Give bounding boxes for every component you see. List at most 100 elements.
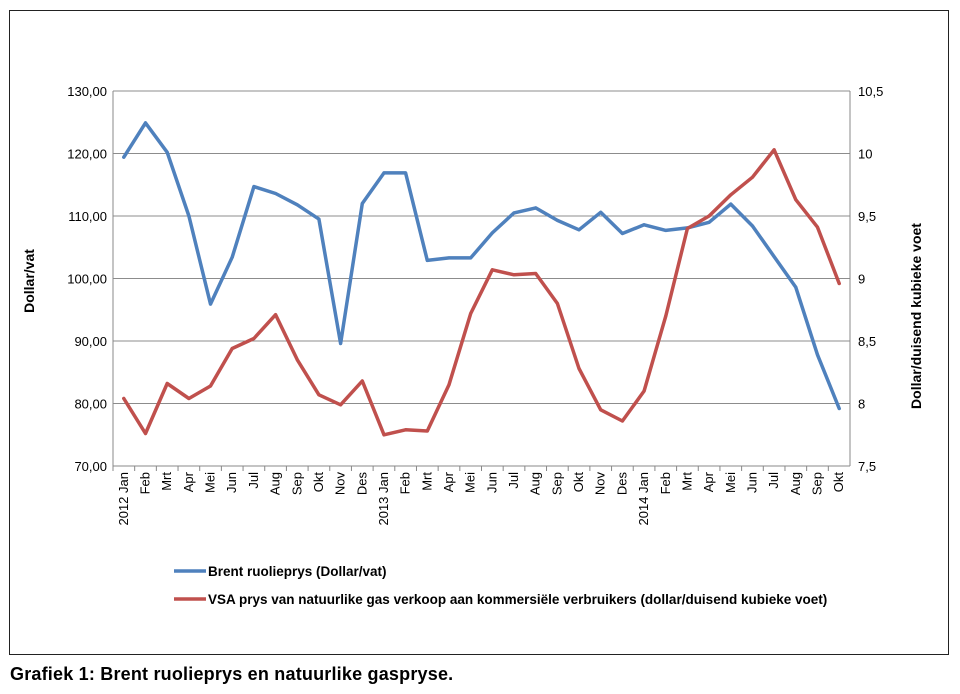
data-point: [664, 314, 668, 318]
data-point: [750, 224, 754, 228]
x-tick-label: Sep: [809, 472, 824, 495]
data-point: [144, 432, 148, 435]
y2-axis-label: Dollar/duisend kubieke voet: [908, 223, 924, 409]
data-point: [664, 228, 668, 232]
data-point: [577, 228, 581, 232]
data-point: [642, 389, 646, 393]
y-tick-label: 90,00: [74, 334, 107, 349]
data-point: [209, 384, 213, 388]
x-tick-label: Apr: [181, 471, 196, 492]
x-tick-label: Jul: [246, 472, 261, 489]
data-point: [382, 171, 386, 175]
legend-label: VSA prys van natuurlike gas verkoop aan …: [208, 592, 827, 607]
y-axis-label: Dollar/vat: [21, 249, 37, 313]
y-tick-label: 80,00: [74, 397, 107, 412]
data-point: [772, 148, 776, 152]
data-point: [837, 407, 841, 410]
x-tick-label: Mei: [203, 472, 218, 493]
data-point: [447, 383, 451, 387]
x-tick-label: Jun: [484, 472, 499, 493]
data-point: [252, 337, 256, 340]
y2-tick-label: 9,5: [858, 209, 876, 224]
data-point: [707, 220, 711, 224]
data-point: [425, 258, 429, 262]
data-point: [317, 217, 321, 221]
x-tick-label: Des: [354, 472, 369, 496]
x-tick-label: Jun: [224, 472, 239, 493]
data-point: [295, 203, 299, 207]
data-point: [447, 256, 451, 260]
data-point: [577, 367, 581, 370]
data-point: [382, 433, 386, 437]
series-gas-line: [122, 148, 841, 437]
x-tick-label: Sep: [549, 472, 564, 495]
legend-label: Brent ruolieprys (Dollar/vat): [208, 564, 387, 579]
x-tick-label: Mei: [463, 472, 478, 493]
data-point: [469, 312, 473, 315]
data-point: [165, 382, 169, 385]
x-tick-label: Apr: [441, 471, 456, 492]
y2-tick-label: 8,5: [858, 334, 876, 349]
data-point: [469, 256, 473, 260]
data-point: [230, 347, 234, 350]
x-tick-label: Feb: [398, 472, 413, 494]
line-chart: 70,0080,0090,00100,00110,00120,00130,00 …: [21, 84, 924, 607]
series-brent-line: [122, 121, 841, 411]
y-tick-label: 70,00: [74, 459, 107, 474]
data-point: [729, 193, 733, 197]
x-tick-label: Aug: [528, 472, 543, 495]
gridlines: [113, 90, 850, 404]
data-point: [360, 202, 364, 205]
data-point: [317, 393, 321, 397]
x-tick-label: Aug: [788, 472, 803, 495]
data-point: [404, 428, 408, 432]
y2-tick-label: 8: [858, 397, 865, 412]
data-point: [165, 150, 169, 154]
data-point: [360, 379, 364, 383]
data-point: [122, 397, 126, 400]
data-point: [295, 358, 299, 362]
data-point: [512, 273, 516, 277]
data-point: [685, 227, 689, 230]
y2-tick-labels: 7,5 8 8,5 9 9,5 10 10,5: [858, 84, 883, 474]
x-tick-label: Jul: [506, 472, 521, 489]
x-tick-label: Mrt: [419, 472, 434, 491]
data-point: [144, 121, 148, 125]
data-point: [512, 211, 516, 215]
y2-tick-label: 10: [858, 147, 872, 162]
data-point: [837, 282, 841, 285]
x-tick-label: Feb: [138, 472, 153, 494]
y-tick-label: 110,00: [68, 209, 107, 224]
data-point: [274, 192, 278, 195]
x-tick-label: Nov: [593, 472, 608, 496]
data-point: [209, 302, 213, 306]
x-tick-labels: 2012 Jan Feb Mrt Apr Mei Jun Jul Aug Sep Okt Nov De…: [112, 466, 846, 526]
y-tick-label: 130,00: [67, 84, 107, 99]
x-tick-label: Sep: [289, 472, 304, 495]
x-tick-label: Mrt: [159, 472, 174, 491]
data-point: [794, 285, 798, 289]
data-point: [490, 231, 494, 235]
y-tick-label: 120,00: [67, 147, 107, 162]
data-point: [187, 214, 191, 218]
data-point: [555, 302, 559, 305]
data-point: [490, 268, 494, 272]
data-point: [534, 272, 538, 275]
y-tick-label: 100,00: [67, 272, 107, 287]
x-tick-label: Jul: [766, 472, 781, 489]
x-tick-label: Okt: [311, 472, 326, 493]
data-point: [707, 214, 711, 218]
data-point: [555, 218, 559, 222]
y-tick-labels: 70,00 80,00 90,00 100,00 110,00 120,00 130,00: [67, 84, 107, 474]
data-point: [339, 342, 343, 345]
data-point: [599, 408, 603, 412]
data-point: [772, 255, 776, 259]
data-point: [230, 255, 234, 259]
data-point: [729, 202, 733, 206]
data-point: [815, 225, 819, 229]
data-point: [404, 171, 408, 175]
x-tick-label: Aug: [268, 472, 283, 495]
data-point: [750, 175, 754, 179]
x-tick-label: Feb: [658, 472, 673, 494]
x-tick-label: Apr: [701, 471, 716, 492]
